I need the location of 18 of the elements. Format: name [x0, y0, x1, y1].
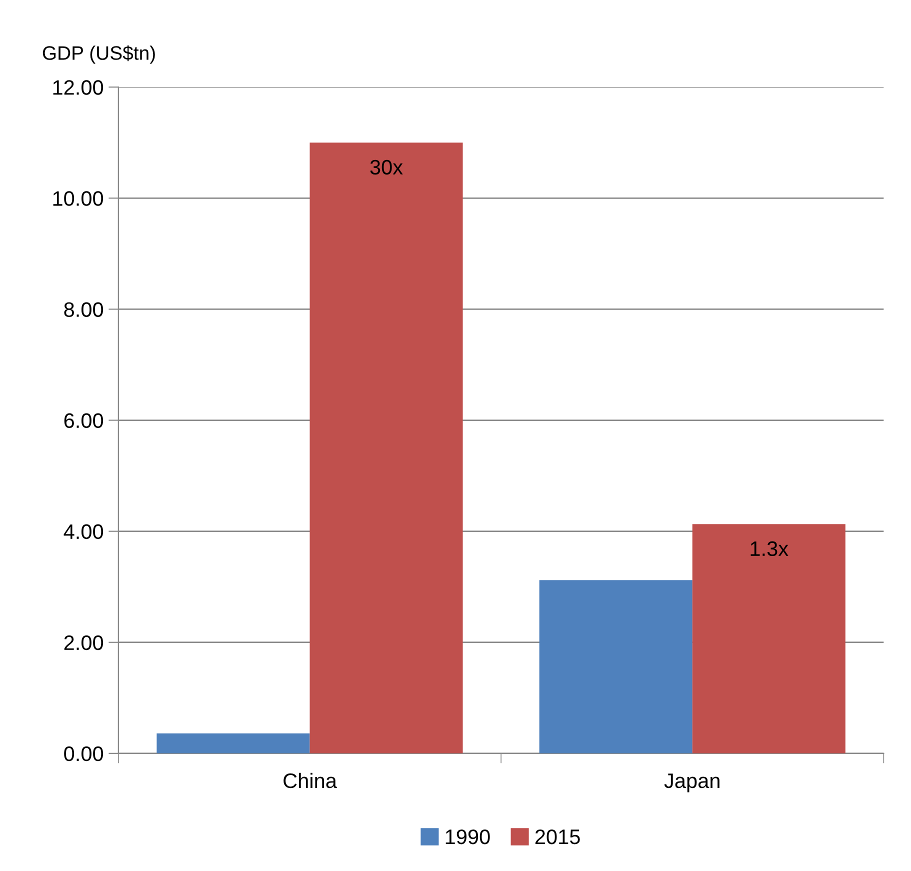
y-tick-label: 8.00: [64, 302, 104, 317]
bar: [156, 733, 310, 754]
y-axis-title: GDP (US$tn): [42, 45, 155, 64]
bar: [692, 524, 846, 754]
y-tick-label: 0.00: [64, 746, 104, 762]
bar: [539, 580, 692, 754]
legend-label: 2015: [535, 829, 580, 844]
x-tick-label: China: [284, 772, 337, 788]
y-tick-label: 6.00: [64, 413, 104, 428]
legend-label: 1990: [446, 829, 490, 844]
bar: [310, 142, 463, 754]
y-tick-label: 2.00: [64, 635, 104, 650]
y-tick-label: 12.00: [53, 80, 104, 95]
x-tick-label: Japan: [664, 774, 720, 792]
annotation: 1.3x: [750, 541, 788, 556]
y-tick-label: 10.00: [53, 191, 104, 206]
annotation: 30x: [370, 160, 403, 175]
y-tick-label: 4.00: [64, 524, 104, 540]
